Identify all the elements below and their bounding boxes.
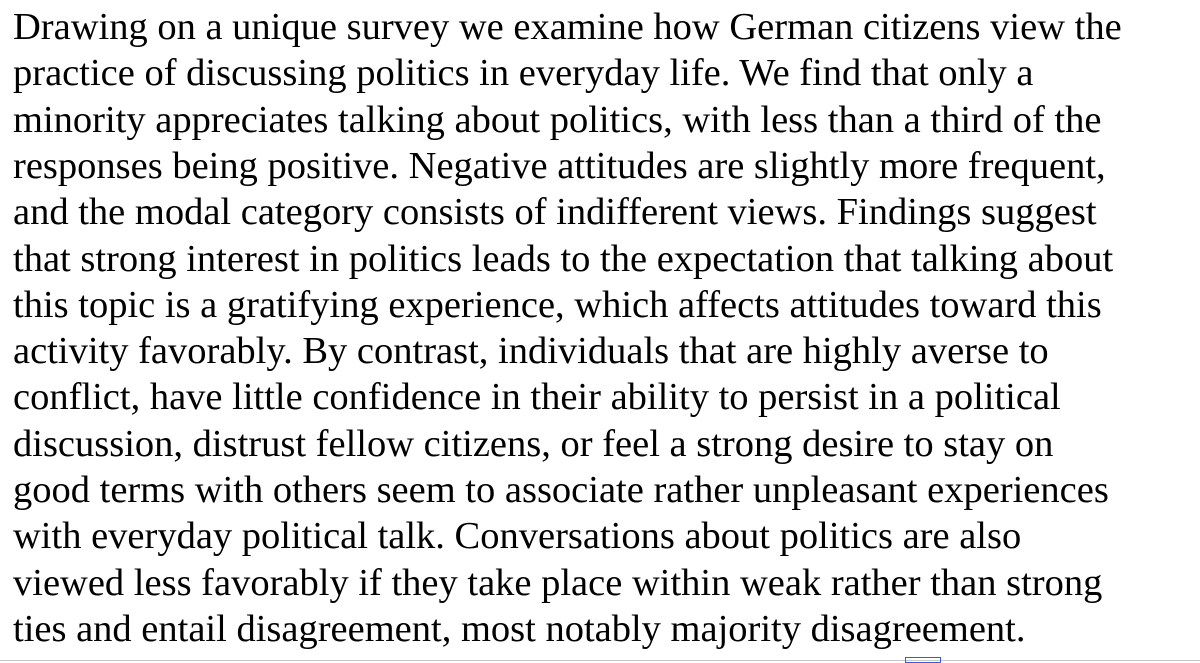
text-line: ties and entail disagreement, most notab… bbox=[13, 607, 1026, 650]
text-line: Drawing on a unique survey we examine ho… bbox=[13, 6, 1122, 48]
text-line: minority appreciates talking about polit… bbox=[13, 98, 1102, 141]
selection-marker bbox=[905, 657, 941, 663]
text-line: practice of discussing politics in every… bbox=[13, 52, 1034, 95]
text-line: conflict, have little confidence in thei… bbox=[13, 376, 1061, 419]
text-line: with everyday political talk. Conversati… bbox=[13, 515, 1022, 558]
text-line: that strong interest in politics leads t… bbox=[13, 237, 1114, 280]
text-line: activity favorably. By contrast, individ… bbox=[13, 330, 1049, 373]
text-line: responses being positive. Negative attit… bbox=[13, 144, 1106, 187]
bottom-rule bbox=[0, 660, 1200, 661]
text-line: discussion, distrust fellow citizens, or… bbox=[13, 422, 1054, 465]
text-line: this topic is a gratifying experience, w… bbox=[13, 283, 1102, 326]
text-line: and the modal category consists of indif… bbox=[13, 191, 1097, 234]
text-line: good terms with others seem to associate… bbox=[13, 469, 1109, 511]
text-line: viewed less favorably if they take place… bbox=[13, 561, 1103, 604]
